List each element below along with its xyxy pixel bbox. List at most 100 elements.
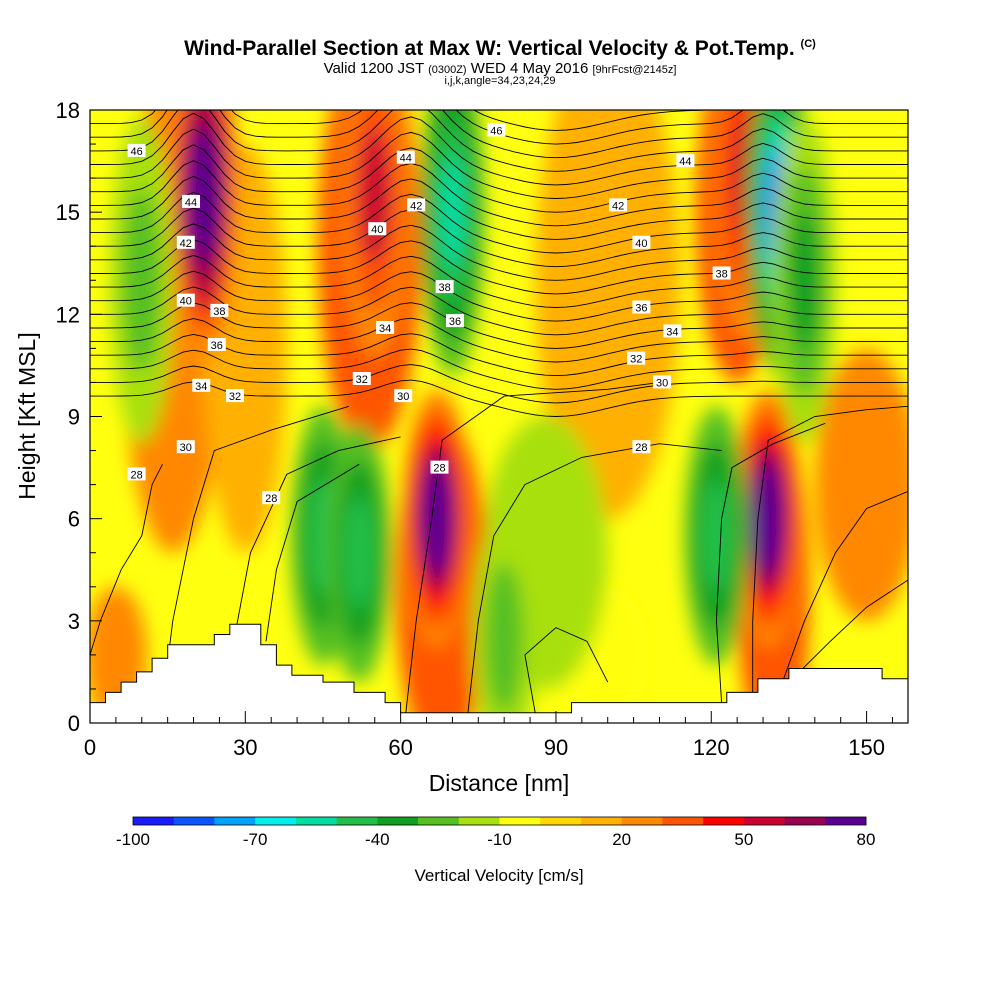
theta-label: 30	[394, 389, 413, 403]
theta-label-text: 38	[213, 306, 225, 318]
isentrope-line	[90, 110, 908, 159]
colorbar-frame	[132, 816, 867, 826]
theta-label: 28	[430, 460, 449, 475]
isentrope-line	[90, 239, 908, 295]
isentrope-line	[90, 302, 908, 349]
theta-label-box	[127, 467, 146, 481]
theta-label-box	[446, 314, 464, 328]
theta-label-text: 28	[265, 493, 277, 505]
theta-label: 32	[352, 372, 371, 386]
theta-label-text: 32	[356, 374, 368, 386]
theta-label-text: 44	[185, 197, 197, 209]
theta-label-text: 30	[397, 391, 409, 403]
theta-label: 32	[627, 351, 646, 366]
theta-label-text: 38	[715, 269, 727, 281]
plot-area: 46 44 42 40 38 36 34 32 30 28 28 44 42 40 46 38 36 34 32 30…	[90, 110, 908, 723]
velocity-core	[425, 480, 448, 558]
theta-label: 40	[176, 293, 195, 308]
chart-index-line: i,j,k,angle=34,23,24,29	[444, 75, 556, 87]
theta-label-text: 34	[666, 326, 678, 338]
theta-label-box	[352, 372, 371, 385]
x-axis-label: Distance [nm]	[429, 770, 570, 796]
terrain	[90, 623, 908, 723]
colorbar-swatch	[336, 817, 378, 825]
theta-label: 28	[632, 440, 651, 454]
colorbar-swatch	[458, 817, 500, 825]
y-axis: 0 3 6 9 12 15 18	[56, 98, 102, 736]
theta-label: 36	[632, 300, 651, 315]
x-axis: 0 30 60 90 120 150	[84, 711, 893, 760]
colorbar-tick-label: -100	[116, 830, 150, 849]
theta-label-text: 36	[449, 316, 461, 328]
chart-subtitle: Valid 1200 JST (0300Z) WED 4 May 2016 [9…	[323, 60, 677, 77]
theta-label-box	[127, 143, 146, 157]
y-tick-label: 0	[68, 711, 80, 736]
isentrope-line	[783, 490, 908, 679]
colorbar-swatch	[825, 817, 867, 825]
theta-label-box	[430, 460, 449, 474]
theta-label: 44	[676, 154, 695, 168]
colorbar-swatch	[703, 817, 745, 825]
theta-label-box	[376, 321, 395, 334]
x-tick-label: 90	[544, 735, 568, 760]
chart-title: Wind-Parallel Section at Max W: Vertical…	[184, 37, 816, 60]
theta-label: 34	[663, 324, 682, 338]
theta-label: 36	[446, 314, 464, 328]
theta-label-text: 40	[180, 296, 192, 308]
isentrope-line	[265, 463, 360, 642]
colorbar-swatch	[418, 817, 460, 825]
theta-label-box	[210, 303, 229, 317]
colorbar: -100 -70 -40 -10 20 50 80	[116, 816, 876, 849]
theta-label: 34	[376, 321, 395, 335]
theta-label: 38	[435, 280, 454, 294]
theta-label: 44	[396, 150, 415, 165]
theta-label-text: 28	[433, 463, 445, 475]
theta-label: 42	[407, 198, 426, 212]
theta-label-box	[627, 351, 646, 365]
theta-label: 38	[210, 303, 229, 318]
theta-label-text: 30	[656, 377, 668, 389]
colorbar-swatch	[499, 817, 541, 825]
velocity-core	[701, 478, 732, 593]
velocity-core	[122, 188, 161, 373]
theta-label-box	[226, 389, 244, 403]
colorbar-tick-label: -70	[243, 830, 268, 849]
colorbar-tick-label: 80	[857, 830, 876, 849]
isentrope-line	[90, 110, 908, 172]
colorbar-tick-label: -40	[365, 830, 390, 849]
y-tick-label: 15	[56, 200, 80, 225]
isentrope-line	[90, 207, 908, 268]
isentrope-line	[90, 110, 908, 131]
theta-label-box	[609, 198, 628, 212]
colorbar-tick-label: 50	[734, 830, 753, 849]
theta-label: 30	[176, 440, 195, 454]
x-tick-label: 60	[388, 735, 412, 760]
theta-label: 32	[226, 389, 244, 403]
isentrope-line	[467, 443, 722, 713]
theta-label-text: 32	[630, 354, 642, 366]
isentrope-line	[90, 223, 908, 281]
isentrope-line	[715, 422, 826, 703]
theta-label: 40	[632, 235, 651, 250]
theta-label-text: 32	[229, 391, 241, 403]
theta-label-box	[396, 150, 415, 164]
theta-label-text: 36	[635, 303, 647, 315]
theta-label-text: 42	[180, 238, 192, 250]
x-tick-label: 30	[233, 735, 257, 760]
theta-label-box	[176, 235, 195, 249]
colorbar-swatch	[784, 817, 826, 825]
x-tick-label: 150	[848, 735, 885, 760]
isentrope-line	[162, 405, 350, 703]
colorbar-label: Vertical Velocity [cm/s]	[414, 866, 583, 885]
isentrope-line	[90, 112, 908, 186]
colorbar-tick-label: 20	[612, 830, 631, 849]
theta-label-text: 46	[490, 125, 502, 137]
velocity-core	[757, 480, 780, 558]
x-tick-label: 120	[693, 735, 730, 760]
theta-label-box	[676, 154, 695, 168]
y-tick-label: 3	[68, 609, 80, 634]
theta-label-box	[192, 378, 211, 392]
potential-temperature-contours	[90, 110, 908, 713]
isentrope-line	[405, 381, 660, 713]
